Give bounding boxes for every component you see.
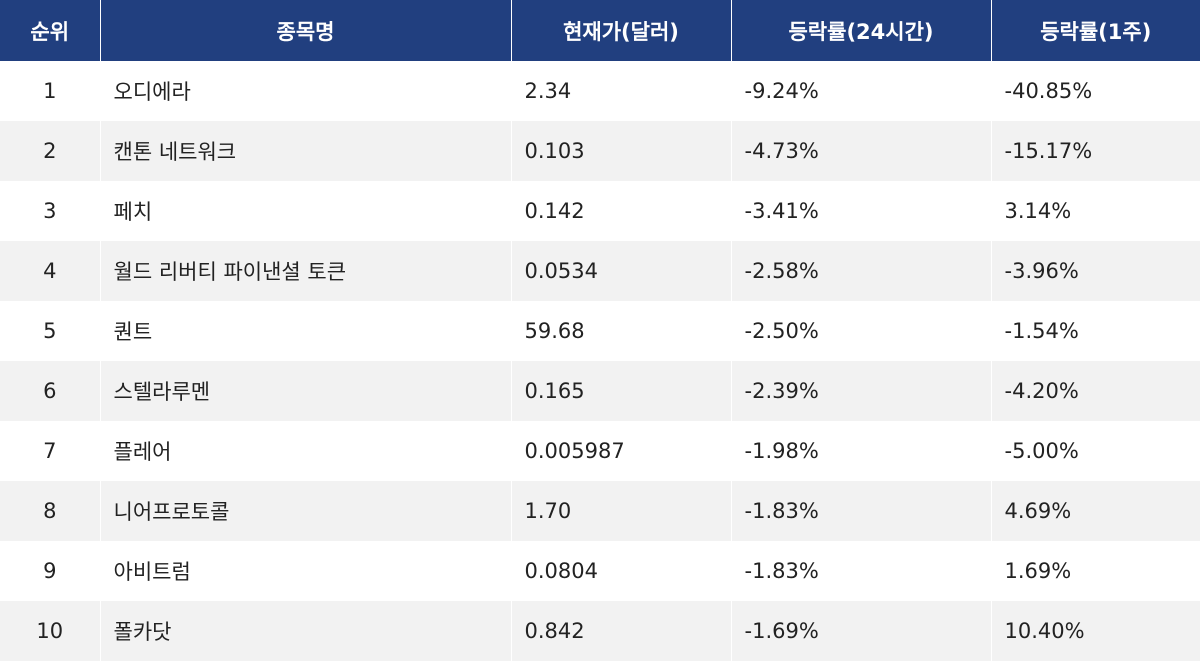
change-24h-cell: -2.50% bbox=[730, 301, 991, 361]
name-cell: 니어프로토콜 bbox=[99, 481, 511, 541]
table-body: 1 오디에라 2.34 -9.24% -40.85% 2 캔톤 네트워크 0.1… bbox=[0, 61, 1200, 661]
header-price: 현재가(달러) bbox=[510, 0, 731, 61]
rank-cell: 2 bbox=[43, 139, 57, 163]
change-1w-cell: 3.14% bbox=[990, 181, 1200, 241]
table-row: 6 스텔라루멘 0.165 -2.39% -4.20% bbox=[0, 361, 1200, 421]
table-row: 1 오디에라 2.34 -9.24% -40.85% bbox=[0, 61, 1200, 121]
name-cell: 스텔라루멘 bbox=[99, 361, 511, 421]
price-cell: 0.142 bbox=[510, 181, 731, 241]
name-cell: 폴카닷 bbox=[99, 601, 511, 661]
table-row: 3 페치 0.142 -3.41% 3.14% bbox=[0, 181, 1200, 241]
change-1w-cell: 1.69% bbox=[990, 541, 1200, 601]
name-cell: 페치 bbox=[99, 181, 511, 241]
change-24h-cell: -1.98% bbox=[730, 421, 991, 481]
header-change-24h: 등락률(24시간) bbox=[730, 0, 991, 61]
price-cell: 0.842 bbox=[510, 601, 731, 661]
change-1w-cell: 10.40% bbox=[990, 601, 1200, 661]
header-name: 종목명 bbox=[99, 0, 511, 61]
price-cell: 2.34 bbox=[510, 61, 731, 121]
change-24h-cell: -9.24% bbox=[730, 61, 991, 121]
price-cell: 0.0804 bbox=[510, 541, 731, 601]
rank-cell: 4 bbox=[43, 259, 57, 283]
header-change-1w: 등락률(1주) bbox=[990, 0, 1200, 61]
price-cell: 0.0534 bbox=[510, 241, 731, 301]
table-row: 10 폴카닷 0.842 -1.69% 10.40% bbox=[0, 601, 1200, 661]
name-cell: 월드 리버티 파이낸셜 토큰 bbox=[99, 241, 511, 301]
change-24h-cell: -2.39% bbox=[730, 361, 991, 421]
header-row: 순위 종목명 현재가(달러) 등락률(24시간) 등락률(1주) bbox=[0, 0, 1200, 61]
rank-cell: 1 bbox=[43, 79, 57, 103]
name-cell: 캔톤 네트워크 bbox=[99, 121, 511, 181]
rank-cell: 5 bbox=[43, 319, 57, 343]
name-cell: 오디에라 bbox=[99, 61, 511, 121]
price-cell: 0.103 bbox=[510, 121, 731, 181]
rank-cell: 6 bbox=[43, 379, 57, 403]
change-1w-cell: -5.00% bbox=[990, 421, 1200, 481]
change-1w-cell: -3.96% bbox=[990, 241, 1200, 301]
change-24h-cell: -1.83% bbox=[730, 481, 991, 541]
change-24h-cell: -1.69% bbox=[730, 601, 991, 661]
table-row: 7 플레어 0.005987 -1.98% -5.00% bbox=[0, 421, 1200, 481]
table-row: 2 캔톤 네트워크 0.103 -4.73% -15.17% bbox=[0, 121, 1200, 181]
rank-cell: 10 bbox=[36, 619, 64, 643]
table-header: 순위 종목명 현재가(달러) 등락률(24시간) 등락률(1주) bbox=[0, 0, 1200, 61]
change-1w-cell: 4.69% bbox=[990, 481, 1200, 541]
name-cell: 퀀트 bbox=[99, 301, 511, 361]
change-24h-cell: -1.83% bbox=[730, 541, 991, 601]
name-cell: 아비트럼 bbox=[99, 541, 511, 601]
table-row: 9 아비트럼 0.0804 -1.83% 1.69% bbox=[0, 541, 1200, 601]
rank-cell: 8 bbox=[43, 499, 57, 523]
rank-cell: 7 bbox=[43, 439, 57, 463]
rank-cell: 3 bbox=[43, 199, 57, 223]
price-cell: 0.165 bbox=[510, 361, 731, 421]
price-cell: 1.70 bbox=[510, 481, 731, 541]
change-1w-cell: -15.17% bbox=[990, 121, 1200, 181]
name-cell: 플레어 bbox=[99, 421, 511, 481]
change-1w-cell: -40.85% bbox=[990, 61, 1200, 121]
price-cell: 59.68 bbox=[510, 301, 731, 361]
change-24h-cell: -3.41% bbox=[730, 181, 991, 241]
rank-cell: 9 bbox=[43, 559, 57, 583]
table-row: 8 니어프로토콜 1.70 -1.83% 4.69% bbox=[0, 481, 1200, 541]
change-24h-cell: -4.73% bbox=[730, 121, 991, 181]
price-cell: 0.005987 bbox=[510, 421, 731, 481]
table-row: 4 월드 리버티 파이낸셜 토큰 0.0534 -2.58% -3.96% bbox=[0, 241, 1200, 301]
header-rank: 순위 bbox=[30, 19, 70, 44]
change-24h-cell: -2.58% bbox=[730, 241, 991, 301]
table-row: 5 퀀트 59.68 -2.50% -1.54% bbox=[0, 301, 1200, 361]
change-1w-cell: -1.54% bbox=[990, 301, 1200, 361]
change-1w-cell: -4.20% bbox=[990, 361, 1200, 421]
